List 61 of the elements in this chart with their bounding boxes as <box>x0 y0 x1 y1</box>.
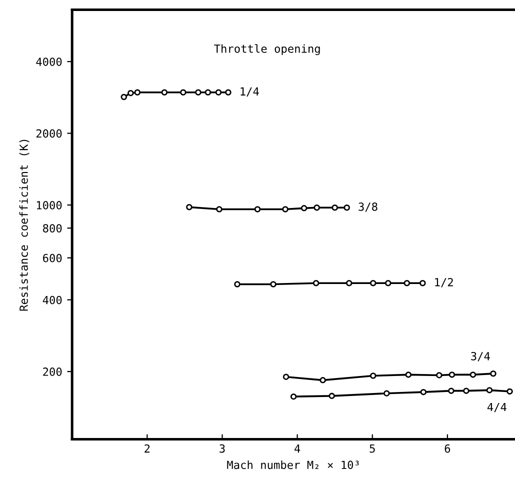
point <box>420 388 427 396</box>
point <box>195 89 202 96</box>
point <box>370 280 376 286</box>
point <box>204 89 212 96</box>
point <box>300 205 308 212</box>
point <box>486 387 493 394</box>
point <box>470 372 476 378</box>
series-label: 4/4 <box>487 402 506 412</box>
point <box>332 204 338 211</box>
x-tick-label: 6 <box>444 444 450 453</box>
y-tick-label: 400 <box>42 296 62 304</box>
point <box>490 370 496 377</box>
point <box>448 388 454 394</box>
point <box>282 206 288 212</box>
series-label: 1/4 <box>240 87 259 97</box>
y-tick-label: 4000 <box>36 58 62 66</box>
point <box>436 372 442 378</box>
y-axis-title: Resistance coefficient (K) <box>19 140 30 311</box>
point <box>312 280 320 286</box>
point <box>328 392 335 400</box>
y-tick-label: 2000 <box>36 129 62 138</box>
point <box>448 372 456 378</box>
point <box>161 89 168 96</box>
x-tick-label: 3 <box>220 444 225 453</box>
point <box>314 204 320 211</box>
y-tick-label: 800 <box>43 224 62 233</box>
point <box>405 372 412 378</box>
point <box>225 89 232 96</box>
point <box>128 90 134 96</box>
point <box>270 281 276 288</box>
point <box>420 280 426 286</box>
point <box>180 89 186 96</box>
point <box>120 94 128 100</box>
annotation: Throttle opening <box>214 44 320 56</box>
point <box>404 280 410 286</box>
point <box>134 89 141 96</box>
point <box>216 206 222 212</box>
point <box>254 206 261 212</box>
x-tick-label: 5 <box>370 444 375 453</box>
x-tick-label: 4 <box>294 444 300 453</box>
point <box>186 204 192 210</box>
point <box>370 372 376 379</box>
x-axis-title: Mach number M₂ × 10³ <box>227 460 359 470</box>
point <box>384 390 390 396</box>
series-label: 1/2 <box>435 278 453 288</box>
y-tick-label: 200 <box>43 368 62 376</box>
y-tick-label: 1000 <box>36 201 62 210</box>
point <box>290 393 297 400</box>
point <box>234 281 240 288</box>
point <box>346 280 352 286</box>
point <box>344 204 350 211</box>
x-tick-label: 2 <box>144 444 150 453</box>
series-label: 3/8 <box>358 202 378 212</box>
point <box>463 388 470 394</box>
point <box>385 280 392 286</box>
point <box>320 377 326 384</box>
point <box>506 388 513 395</box>
point <box>215 89 222 96</box>
point <box>282 374 290 380</box>
y-tick-label: 600 <box>43 254 62 262</box>
series-label: 3/4 <box>471 352 490 362</box>
